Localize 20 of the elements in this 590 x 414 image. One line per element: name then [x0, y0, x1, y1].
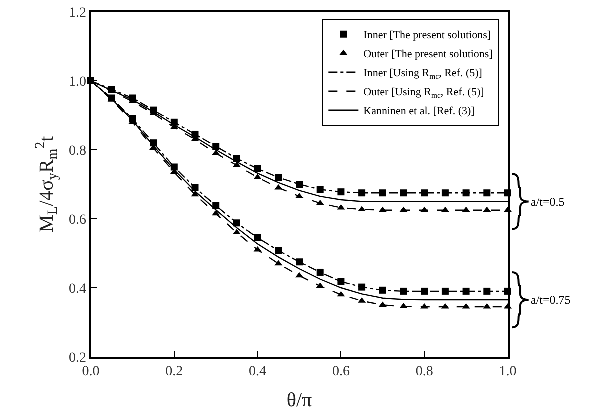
legend-label: Outer [The present solutions] [364, 48, 493, 61]
y-tick-label: 0.2 [68, 350, 86, 366]
y-tick-label: 1.2 [68, 6, 86, 21]
annotation: a/t=0.75 [531, 293, 571, 307]
x-tick-label: 0.8 [416, 364, 434, 380]
x-tick-label: 0.2 [166, 364, 184, 380]
x-tick-label: 0.6 [332, 364, 350, 380]
annotation: a/t=0.5 [531, 195, 565, 209]
y-tick-label: 0.4 [68, 282, 86, 297]
y-tick-label: 1.0 [68, 74, 86, 90]
legend-label: Inner [Using R$_{mc}$, Ref. (5)] [364, 68, 482, 81]
legend-label: Outer [Using R$_{mc}$, Ref. (5)] [364, 86, 484, 100]
legend-label: Kanninen et al. [Ref. (3)] [364, 106, 475, 118]
x-axis-title: θ/π [286, 390, 312, 412]
y-tick-label: 0.6 [68, 212, 86, 228]
y-tick-label: 0.8 [68, 144, 86, 159]
legend-label: Inner [The present solutions] [364, 30, 492, 42]
x-tick-label: 0.0 [82, 364, 100, 380]
x-tick-label: 1.0 [499, 364, 517, 380]
x-tick-label: 0.4 [249, 364, 267, 380]
